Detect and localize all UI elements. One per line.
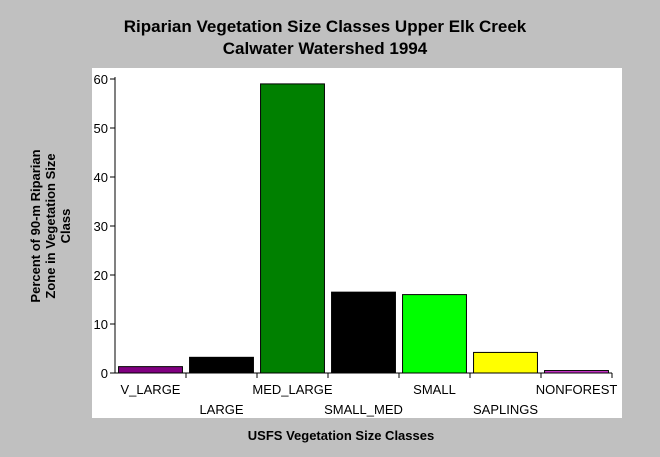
x-axis-title: USFS Vegetation Size Classes (248, 428, 434, 443)
y-tick-label: 20 (94, 268, 108, 283)
x-tick-label: SMALL (413, 382, 456, 397)
bar-saplings (473, 351, 538, 374)
bar-large (189, 356, 254, 374)
bar-small (402, 294, 467, 374)
category-labels: V_LARGE LARGE MED_LARGE SMALL_MED SMALL SAPLI… (121, 382, 618, 417)
y-tick-label: 60 (94, 72, 108, 87)
bar-nonforest (544, 370, 609, 374)
y-axis-title: Percent of 90-m RiparianZone in Vegetati… (28, 149, 73, 302)
bar-med-large (260, 83, 325, 374)
bar-small-med (331, 291, 396, 374)
y-tick-label: 40 (94, 170, 108, 185)
y-tick-label: 10 (94, 317, 108, 332)
y-tick-label: 30 (94, 219, 108, 234)
bar-v-large (118, 366, 183, 374)
x-tick-label: V_LARGE (121, 382, 181, 397)
x-tick-label: SAPLINGS (473, 402, 538, 417)
y-tick-label: 0 (101, 366, 108, 381)
x-tick-label: SMALL_MED (324, 402, 403, 417)
y-axis: 0 10 20 30 40 50 60 (94, 72, 116, 381)
bars (118, 83, 609, 374)
y-tick-label: 50 (94, 121, 108, 136)
chart-subtitle: Calwater Watershed 1994 (223, 39, 428, 58)
y-axis-title-line: Class (58, 209, 73, 244)
x-tick-label: NONFOREST (536, 382, 618, 397)
y-axis-title-line: Percent of 90-m Riparian (28, 149, 43, 302)
x-tick-label: LARGE (199, 402, 243, 417)
chart-title: Riparian Vegetation Size Classes Upper E… (124, 17, 527, 36)
x-tick-label: MED_LARGE (252, 382, 333, 397)
y-axis-title-line: Zone in Vegetation Size (43, 153, 58, 298)
